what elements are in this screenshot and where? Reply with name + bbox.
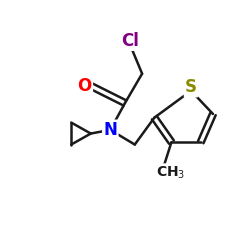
- Text: S: S: [185, 78, 197, 96]
- Text: N: N: [104, 121, 117, 139]
- Text: CH$_3$: CH$_3$: [156, 164, 185, 181]
- Text: O: O: [78, 77, 92, 95]
- Text: Cl: Cl: [121, 32, 139, 50]
